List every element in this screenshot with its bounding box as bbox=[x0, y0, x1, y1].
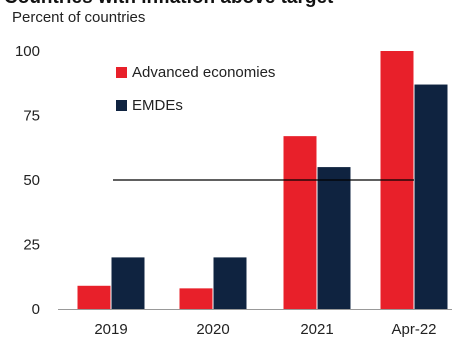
y-axis-label: Percent of countries bbox=[12, 9, 146, 26]
x-tick-label: 2019 bbox=[94, 321, 127, 338]
y-tick-label: 50 bbox=[23, 172, 40, 189]
legend-swatch-advanced-economies bbox=[116, 66, 127, 78]
legend-label-emdes: EMDEs bbox=[132, 96, 183, 114]
y-tick-label: 75 bbox=[23, 108, 40, 125]
y-tick-label: 100 bbox=[15, 43, 40, 60]
legend-item-advanced-economies: Advanced economies bbox=[116, 62, 275, 82]
chart-title-text: Countries with inflation above target bbox=[4, 0, 333, 9]
bar bbox=[179, 288, 213, 309]
x-tick-label: 2021 bbox=[300, 321, 333, 338]
bar bbox=[283, 136, 317, 309]
x-tick-label: Apr-22 bbox=[391, 321, 436, 338]
chart-title: Countries with inflation above target bbox=[0, 0, 452, 9]
x-tick-label: 2020 bbox=[196, 321, 229, 338]
bar bbox=[213, 257, 247, 309]
bar bbox=[111, 257, 145, 309]
legend-item-emdes: EMDEs bbox=[116, 95, 183, 115]
legend-swatch-emdes bbox=[116, 99, 127, 111]
bar bbox=[317, 167, 351, 309]
bar bbox=[414, 84, 448, 309]
y-tick-label: 0 bbox=[32, 301, 40, 318]
bar bbox=[77, 285, 111, 309]
legend-label-advanced-economies: Advanced economies bbox=[132, 63, 276, 81]
y-tick-label: 25 bbox=[23, 237, 40, 254]
